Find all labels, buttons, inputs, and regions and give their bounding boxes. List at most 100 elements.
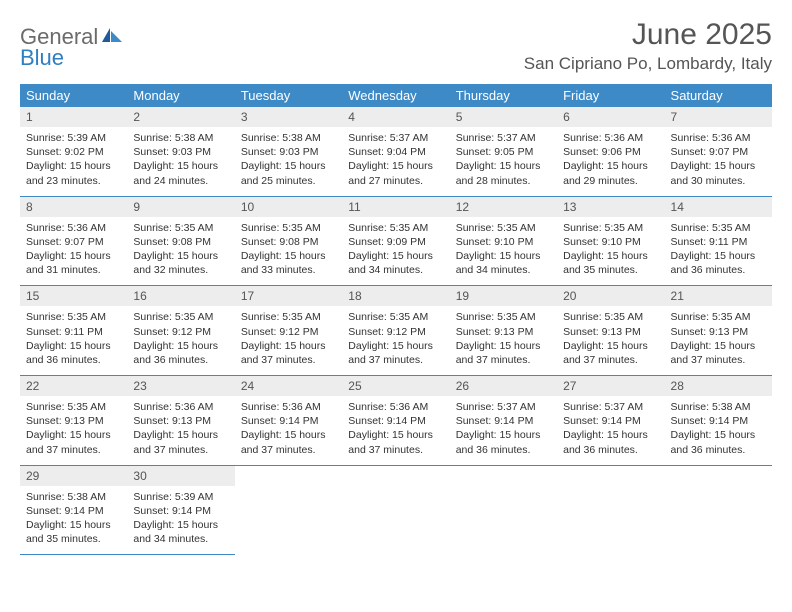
location-text: San Cipriano Po, Lombardy, Italy — [524, 54, 772, 74]
day-number: 29 — [20, 466, 127, 486]
calendar-day-cell: 22Sunrise: 5:35 AMSunset: 9:13 PMDayligh… — [20, 376, 127, 466]
day-number: 21 — [665, 286, 772, 306]
day-details: Sunrise: 5:38 AMSunset: 9:03 PMDaylight:… — [235, 127, 342, 196]
calendar-day-cell: 27Sunrise: 5:37 AMSunset: 9:14 PMDayligh… — [557, 376, 664, 466]
day-number: 11 — [342, 197, 449, 217]
day-details: Sunrise: 5:35 AMSunset: 9:10 PMDaylight:… — [450, 217, 557, 286]
day-details: Sunrise: 5:35 AMSunset: 9:11 PMDaylight:… — [20, 306, 127, 375]
day-details: Sunrise: 5:35 AMSunset: 9:08 PMDaylight:… — [235, 217, 342, 286]
day-details: Sunrise: 5:36 AMSunset: 9:07 PMDaylight:… — [20, 217, 127, 286]
weekday-header: Friday — [557, 84, 664, 107]
day-details: Sunrise: 5:36 AMSunset: 9:06 PMDaylight:… — [557, 127, 664, 196]
day-number: 1 — [20, 107, 127, 127]
calendar-day-cell: 20Sunrise: 5:35 AMSunset: 9:13 PMDayligh… — [557, 286, 664, 376]
calendar-day-cell — [235, 465, 342, 555]
calendar-day-cell — [450, 465, 557, 555]
day-number: 6 — [557, 107, 664, 127]
day-number: 18 — [342, 286, 449, 306]
calendar-day-cell: 11Sunrise: 5:35 AMSunset: 9:09 PMDayligh… — [342, 196, 449, 286]
day-number: 24 — [235, 376, 342, 396]
day-number: 15 — [20, 286, 127, 306]
calendar-day-cell — [665, 465, 772, 555]
day-details: Sunrise: 5:35 AMSunset: 9:13 PMDaylight:… — [557, 306, 664, 375]
calendar-day-cell: 4Sunrise: 5:37 AMSunset: 9:04 PMDaylight… — [342, 107, 449, 196]
calendar-day-cell: 18Sunrise: 5:35 AMSunset: 9:12 PMDayligh… — [342, 286, 449, 376]
calendar-day-cell: 5Sunrise: 5:37 AMSunset: 9:05 PMDaylight… — [450, 107, 557, 196]
day-number: 17 — [235, 286, 342, 306]
day-details: Sunrise: 5:36 AMSunset: 9:14 PMDaylight:… — [235, 396, 342, 465]
day-details: Sunrise: 5:38 AMSunset: 9:14 PMDaylight:… — [20, 486, 127, 555]
day-number: 30 — [127, 466, 234, 486]
day-details: Sunrise: 5:39 AMSunset: 9:02 PMDaylight:… — [20, 127, 127, 196]
calendar-day-cell: 16Sunrise: 5:35 AMSunset: 9:12 PMDayligh… — [127, 286, 234, 376]
day-number: 19 — [450, 286, 557, 306]
day-number: 23 — [127, 376, 234, 396]
day-details: Sunrise: 5:38 AMSunset: 9:14 PMDaylight:… — [665, 396, 772, 465]
calendar-week-row: 8Sunrise: 5:36 AMSunset: 9:07 PMDaylight… — [20, 196, 772, 286]
day-details: Sunrise: 5:36 AMSunset: 9:07 PMDaylight:… — [665, 127, 772, 196]
sails-icon — [100, 26, 124, 44]
calendar-day-cell: 24Sunrise: 5:36 AMSunset: 9:14 PMDayligh… — [235, 376, 342, 466]
weekday-header: Monday — [127, 84, 234, 107]
day-details: Sunrise: 5:39 AMSunset: 9:14 PMDaylight:… — [127, 486, 234, 555]
day-number: 16 — [127, 286, 234, 306]
day-details: Sunrise: 5:37 AMSunset: 9:14 PMDaylight:… — [557, 396, 664, 465]
calendar-day-cell: 23Sunrise: 5:36 AMSunset: 9:13 PMDayligh… — [127, 376, 234, 466]
calendar-week-row: 1Sunrise: 5:39 AMSunset: 9:02 PMDaylight… — [20, 107, 772, 196]
day-number: 5 — [450, 107, 557, 127]
day-number: 14 — [665, 197, 772, 217]
month-title: June 2025 — [524, 18, 772, 52]
day-number: 7 — [665, 107, 772, 127]
calendar-week-row: 15Sunrise: 5:35 AMSunset: 9:11 PMDayligh… — [20, 286, 772, 376]
calendar-day-cell: 14Sunrise: 5:35 AMSunset: 9:11 PMDayligh… — [665, 196, 772, 286]
calendar-day-cell: 15Sunrise: 5:35 AMSunset: 9:11 PMDayligh… — [20, 286, 127, 376]
calendar-day-cell: 12Sunrise: 5:35 AMSunset: 9:10 PMDayligh… — [450, 196, 557, 286]
calendar-day-cell: 1Sunrise: 5:39 AMSunset: 9:02 PMDaylight… — [20, 107, 127, 196]
calendar-day-cell: 10Sunrise: 5:35 AMSunset: 9:08 PMDayligh… — [235, 196, 342, 286]
day-details: Sunrise: 5:38 AMSunset: 9:03 PMDaylight:… — [127, 127, 234, 196]
day-details: Sunrise: 5:37 AMSunset: 9:14 PMDaylight:… — [450, 396, 557, 465]
day-details: Sunrise: 5:35 AMSunset: 9:10 PMDaylight:… — [557, 217, 664, 286]
calendar-day-cell: 28Sunrise: 5:38 AMSunset: 9:14 PMDayligh… — [665, 376, 772, 466]
day-number: 28 — [665, 376, 772, 396]
calendar-day-cell — [342, 465, 449, 555]
day-number: 2 — [127, 107, 234, 127]
calendar-day-cell: 6Sunrise: 5:36 AMSunset: 9:06 PMDaylight… — [557, 107, 664, 196]
calendar-day-cell: 9Sunrise: 5:35 AMSunset: 9:08 PMDaylight… — [127, 196, 234, 286]
calendar-body: 1Sunrise: 5:39 AMSunset: 9:02 PMDaylight… — [20, 107, 772, 555]
calendar-week-row: 22Sunrise: 5:35 AMSunset: 9:13 PMDayligh… — [20, 376, 772, 466]
weekday-header: Thursday — [450, 84, 557, 107]
calendar-table: SundayMondayTuesdayWednesdayThursdayFrid… — [20, 84, 772, 555]
day-number: 12 — [450, 197, 557, 217]
logo-text: General Blue — [20, 26, 124, 69]
calendar-day-cell: 30Sunrise: 5:39 AMSunset: 9:14 PMDayligh… — [127, 465, 234, 555]
day-details: Sunrise: 5:35 AMSunset: 9:12 PMDaylight:… — [127, 306, 234, 375]
day-number: 20 — [557, 286, 664, 306]
day-number: 8 — [20, 197, 127, 217]
logo-word2: Blue — [20, 45, 64, 70]
weekday-header: Tuesday — [235, 84, 342, 107]
day-number: 26 — [450, 376, 557, 396]
calendar-day-cell: 21Sunrise: 5:35 AMSunset: 9:13 PMDayligh… — [665, 286, 772, 376]
day-details: Sunrise: 5:37 AMSunset: 9:04 PMDaylight:… — [342, 127, 449, 196]
day-number: 3 — [235, 107, 342, 127]
calendar-day-cell: 13Sunrise: 5:35 AMSunset: 9:10 PMDayligh… — [557, 196, 664, 286]
calendar-day-cell: 29Sunrise: 5:38 AMSunset: 9:14 PMDayligh… — [20, 465, 127, 555]
calendar-day-cell: 26Sunrise: 5:37 AMSunset: 9:14 PMDayligh… — [450, 376, 557, 466]
calendar-day-cell: 3Sunrise: 5:38 AMSunset: 9:03 PMDaylight… — [235, 107, 342, 196]
day-number: 10 — [235, 197, 342, 217]
day-number: 22 — [20, 376, 127, 396]
header: General Blue June 2025 San Cipriano Po, … — [20, 18, 772, 74]
day-number: 25 — [342, 376, 449, 396]
day-details: Sunrise: 5:35 AMSunset: 9:13 PMDaylight:… — [20, 396, 127, 465]
day-number: 4 — [342, 107, 449, 127]
day-details: Sunrise: 5:35 AMSunset: 9:13 PMDaylight:… — [665, 306, 772, 375]
logo: General Blue — [20, 18, 124, 69]
day-details: Sunrise: 5:35 AMSunset: 9:13 PMDaylight:… — [450, 306, 557, 375]
day-number: 13 — [557, 197, 664, 217]
day-number: 9 — [127, 197, 234, 217]
day-number: 27 — [557, 376, 664, 396]
calendar-day-cell: 17Sunrise: 5:35 AMSunset: 9:12 PMDayligh… — [235, 286, 342, 376]
calendar-day-cell — [557, 465, 664, 555]
calendar-day-cell: 19Sunrise: 5:35 AMSunset: 9:13 PMDayligh… — [450, 286, 557, 376]
